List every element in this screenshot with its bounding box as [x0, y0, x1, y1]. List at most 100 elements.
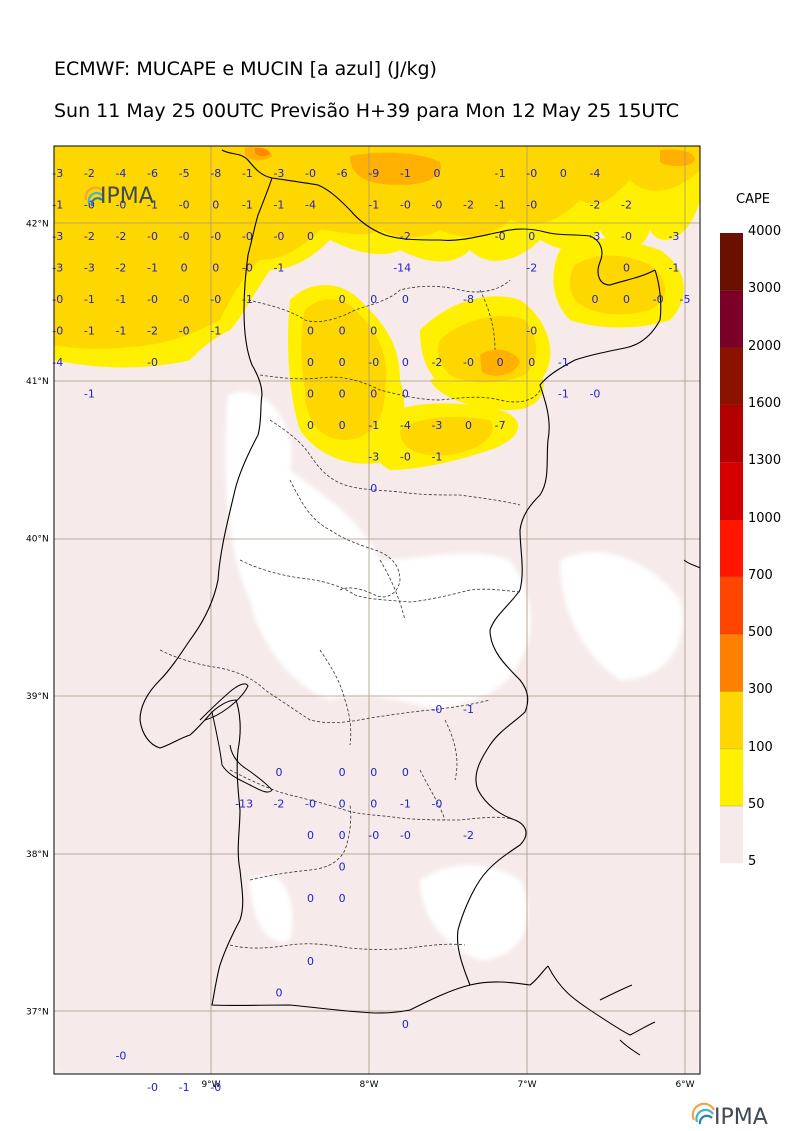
colorbar-segment: [720, 519, 743, 577]
colorbar-segment: [720, 634, 743, 692]
mucin-value-label: -3: [52, 230, 63, 243]
colorbar-level-label: 1000: [748, 510, 782, 526]
mucin-value-label: 0: [402, 1018, 409, 1031]
mucin-value-label: 0: [339, 829, 346, 842]
mucin-value-label: -4: [400, 419, 411, 432]
mucin-value-label: -0: [210, 230, 221, 243]
mucin-value-label: -5: [179, 167, 190, 180]
chart-subtitle: Sun 11 May 25 00UTC Previsão H+39 para M…: [54, 100, 680, 122]
ipma-footer-logo-text: IPMA: [714, 1105, 768, 1130]
ipma-footer-logo: IPMA: [691, 1102, 768, 1130]
mucin-value-label: -0: [526, 325, 537, 338]
colorbar-title: CAPE: [736, 192, 771, 207]
mucin-value-label: -4: [305, 198, 316, 211]
mucin-value-label: -1: [242, 198, 253, 211]
mucin-value-label: -2: [431, 356, 442, 369]
colorbar-level-label: 5: [748, 854, 757, 870]
mucin-value-label: 0: [591, 293, 598, 306]
mucin-value-label: -1: [84, 293, 95, 306]
mucin-value-label: -1: [400, 167, 411, 180]
mucin-value-label: -3: [52, 167, 63, 180]
latitude-label: 41°N: [26, 377, 49, 387]
mucin-value-label: 0: [560, 167, 567, 180]
colorbar-segment: [720, 290, 743, 348]
district-boundaries: [159, 279, 541, 950]
mucin-value-label: 0: [402, 388, 409, 401]
mucin-value-label: -0: [147, 230, 158, 243]
mucin-value-label: -0: [179, 325, 190, 338]
mucin-value-label: -1: [273, 198, 284, 211]
latitude-label: 38°N: [26, 850, 49, 860]
mucin-value-label: -0: [210, 293, 221, 306]
mucin-value-label: -2: [400, 230, 411, 243]
mucin-value-label: 0: [307, 230, 314, 243]
mucin-value-label: 0: [339, 892, 346, 905]
mucin-value-label: -1: [115, 325, 126, 338]
mucin-value-label: -0: [179, 230, 190, 243]
cape-colorbar: [720, 233, 743, 864]
mucin-value-label: -1: [495, 198, 506, 211]
colorbar-level-label: 100: [748, 739, 773, 755]
mucin-value-label: -0: [52, 293, 63, 306]
latitude-label: 40°N: [26, 535, 49, 545]
mucin-value-label: -3: [84, 262, 95, 275]
mucin-value-label: -1: [52, 198, 63, 211]
mucin-value-label: -6: [337, 167, 348, 180]
cape-500-700-area: [255, 147, 270, 157]
mucin-value-label: -1: [273, 262, 284, 275]
cape-300-500-area: [245, 147, 695, 376]
mucin-value-label: -0: [147, 356, 158, 369]
mucin-value-label: -0: [368, 829, 379, 842]
mucin-value-label: 0: [307, 419, 314, 432]
colorbar-level-label: 300: [748, 682, 773, 698]
mucin-value-label: 0: [275, 986, 282, 999]
colorbar-level-label: 500: [748, 625, 773, 641]
mucin-value-label: -9: [368, 167, 379, 180]
mucin-value-label: -2: [463, 198, 474, 211]
mucin-value-label: -0: [400, 198, 411, 211]
ipma-map-logo: IPMA: [84, 184, 154, 209]
mucin-value-label: 0: [339, 419, 346, 432]
mucin-value-label: 0: [370, 388, 377, 401]
colorbar-segment: [720, 347, 743, 405]
mucin-value-label: -1: [210, 325, 221, 338]
mucin-value-label: -4: [52, 356, 63, 369]
mucin-value-label: -1: [84, 388, 95, 401]
mucin-value-label: -0: [431, 703, 442, 716]
mucin-value-label: -3: [431, 419, 442, 432]
mucin-value-label: 0: [181, 262, 188, 275]
colorbar-segment: [720, 806, 743, 864]
mucin-value-label: -1: [84, 325, 95, 338]
ipma-arc-icon: [84, 186, 105, 207]
mucin-value-label: -0: [495, 230, 506, 243]
mucin-value-label: -0: [273, 230, 284, 243]
mucin-value-label: 0: [528, 230, 535, 243]
mucin-value-label: -1: [558, 356, 569, 369]
mucin-value-label: -1: [242, 293, 253, 306]
latitude-label: 39°N: [26, 692, 49, 702]
mucin-value-label: -0: [115, 198, 126, 211]
mucin-value-label: 0: [339, 766, 346, 779]
mucin-value-label: 0: [307, 829, 314, 842]
mucin-value-label: -0: [368, 356, 379, 369]
coast-lisbon: [199, 683, 249, 721]
land-border-east: [456, 269, 662, 986]
mucin-value-label: -2: [273, 797, 284, 810]
mucin-value-label: -3: [668, 230, 679, 243]
mucin-value-label: -0: [147, 1081, 158, 1094]
mucin-value-label: -0: [84, 198, 95, 211]
latitude-labels: 42°N 41°N 40°N 39°N 38°N 37°N: [26, 219, 49, 1017]
mucin-value-label: 0: [370, 482, 377, 495]
mucin-value-label: -1: [147, 262, 158, 275]
colorbar-segment: [720, 576, 743, 635]
mucin-value-label: 0: [433, 167, 440, 180]
mucin-value-label: -2: [84, 230, 95, 243]
mucin-value-label: 0: [339, 860, 346, 873]
mucin-value-label: -2: [115, 262, 126, 275]
clear-area: [225, 391, 683, 960]
colorbar-level-label: 4000: [748, 224, 782, 239]
mucin-value-label: 0: [465, 419, 472, 432]
mucin-value-label: -2: [147, 325, 158, 338]
mucin-value-label: -0: [147, 293, 158, 306]
mucin-value-label: 0: [212, 262, 219, 275]
